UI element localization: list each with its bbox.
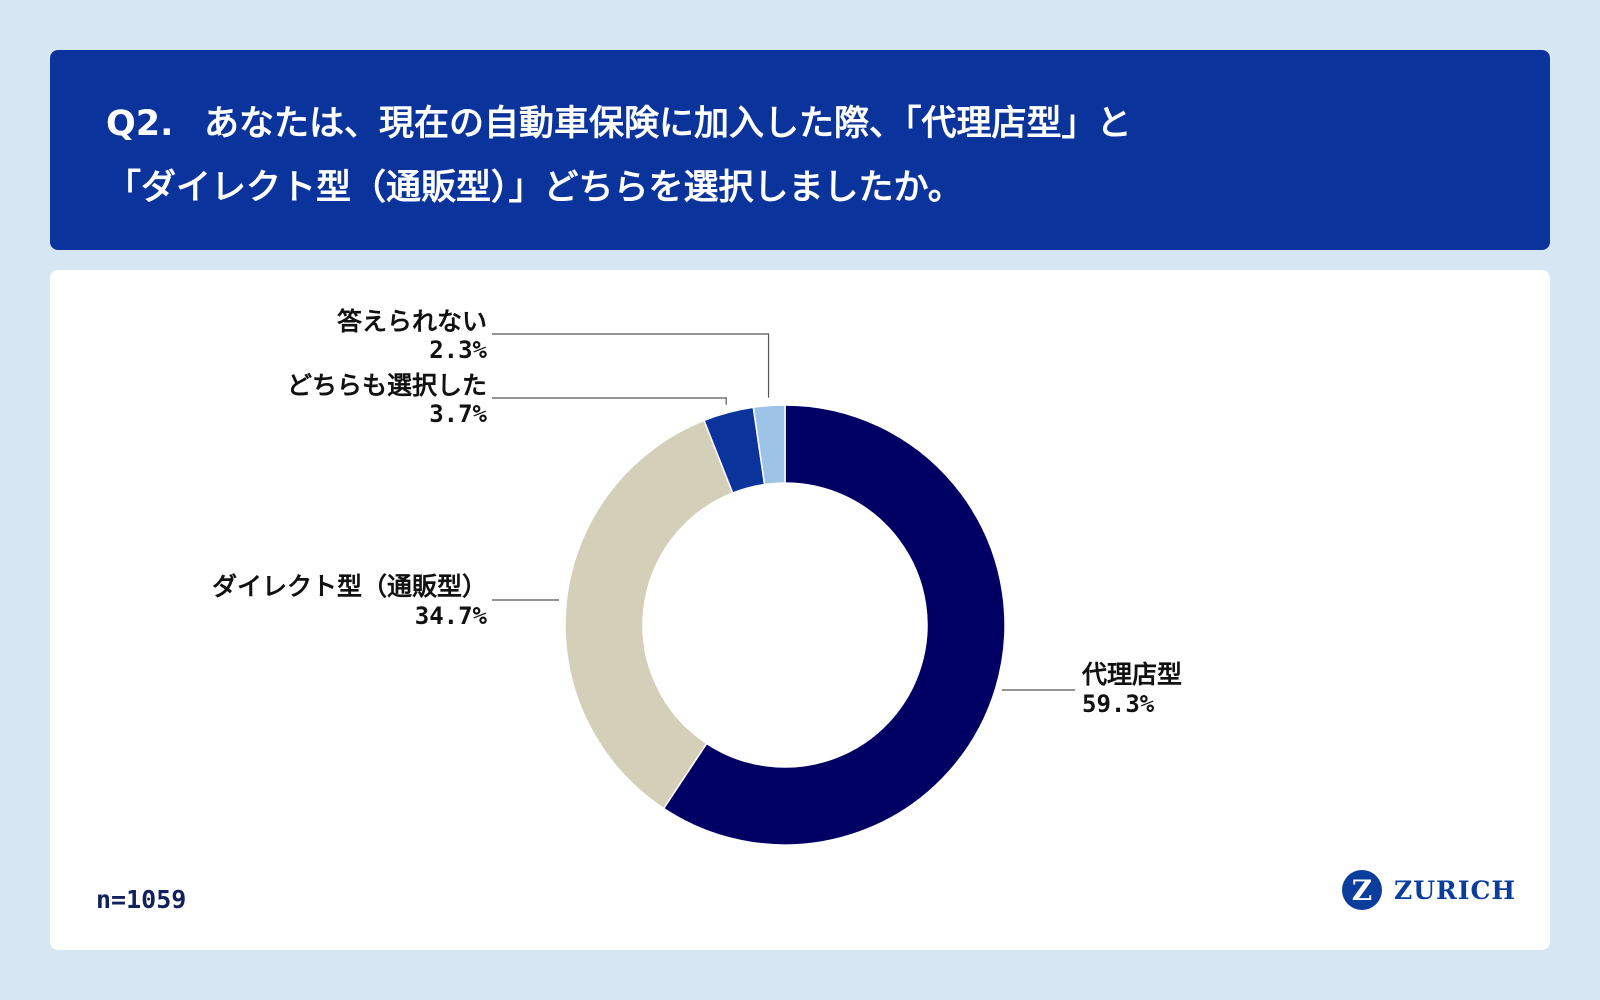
question-number: Q2. [106, 104, 174, 144]
slice-value-agency: 59.3% [1082, 690, 1155, 718]
zurich-logo-text: ZURICH [1394, 875, 1517, 905]
slice-label-agency: 代理店型 [1081, 660, 1182, 689]
question-text-line1: あなたは、現在の自動車保険に加入した際、「代理店型」と [204, 104, 1132, 144]
donut-slice-agency [662, 404, 1006, 846]
leader-line-both [492, 397, 727, 405]
question-header: Q2. あなたは、現在の自動車保険に加入した際、「代理店型」と 「ダイレクト型（… [50, 50, 1550, 250]
leader-line-unanswerable [492, 333, 770, 398]
chart-card: 代理店型 59.3% ダイレクト型（通販型） 34.7% どちらも選択した 3.7% 答えら… [50, 270, 1550, 950]
zurich-logo: Z ZURICH [1342, 870, 1516, 910]
slice-label-both: どちらも選択した [287, 371, 487, 400]
question-text-line2: 「ダイレクト型（通販型）」どちらを選択しましたか。 [106, 168, 963, 208]
slice-label-direct: ダイレクト型（通販型） [212, 572, 487, 601]
donut-slice-direct [564, 419, 734, 810]
slice-value-unanswerable: 2.3% [429, 336, 487, 364]
donut-slice-unanswerable [752, 404, 786, 486]
slice-label-unanswerable: 答えられない [337, 307, 487, 336]
slice-value-direct: 34.7% [415, 602, 488, 630]
slice-value-both: 3.7% [429, 400, 487, 428]
sample-size: n=1059 [96, 885, 187, 914]
zurich-logo-icon: Z [1342, 870, 1382, 910]
